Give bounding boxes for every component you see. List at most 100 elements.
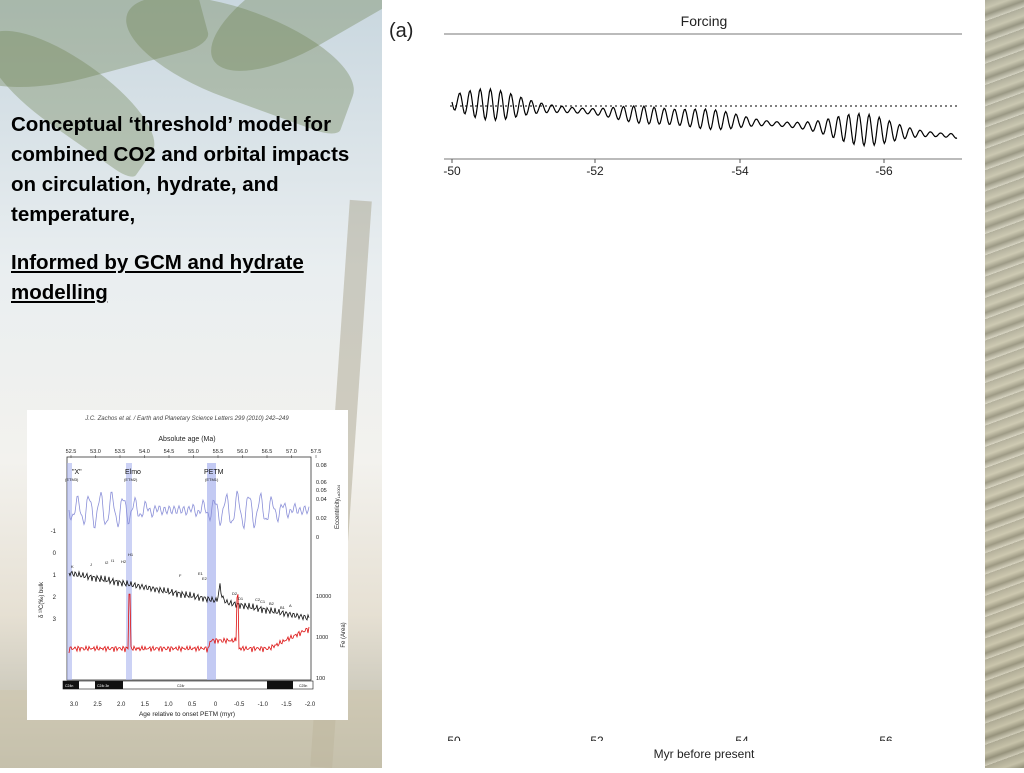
inset-peak-label: E2	[202, 576, 208, 581]
x-axis-label: Myr before present	[654, 747, 755, 761]
inset-right-tick-label: 10000	[316, 594, 331, 600]
inset-left-tick-label: 1	[53, 573, 57, 579]
inset-bottom-tick-label: 1.0	[164, 702, 173, 708]
tick-label: -50	[443, 164, 461, 178]
tick-label: -56	[875, 164, 893, 178]
inset-top-axis-label: Absolute age (Ma)	[158, 436, 215, 443]
figure-title: Forcing	[681, 13, 728, 29]
forcing-figure: (a) Forcing -50 -52 -54 -56 -50 -52 -54 …	[382, 0, 985, 768]
inset-right-top-label: EccentricityLa2004	[335, 484, 341, 529]
inset-peak-label: D2	[232, 591, 238, 596]
event-label: Elmo	[125, 469, 141, 476]
event-label: PETM	[204, 469, 224, 476]
event-sublabel: (ETM2)	[124, 477, 138, 482]
inset-peak-label: D1	[238, 596, 244, 601]
tick-label: -54	[731, 164, 749, 178]
inset-peak-label: H1	[128, 552, 134, 557]
inset-citation: J.C. Zachos et al. / Earth and Planetary…	[84, 416, 289, 422]
clipped-tick-label: -56	[875, 734, 893, 748]
inset-bottom-tick-label: -1.5	[281, 702, 292, 708]
inset-peak-label: I2	[105, 560, 109, 565]
slide-headline: Conceptual ‘threshold’ model for combine…	[11, 113, 350, 226]
clipped-tick-labels: -50 -52 -54 -56	[443, 734, 893, 748]
inset-left-tick-label: 0	[53, 551, 57, 557]
inset-bottom-tick-label: 2.5	[93, 702, 102, 708]
event-sublabel: (ETM3)	[65, 477, 79, 482]
inset-peak-label: K	[71, 564, 74, 569]
inset-right-tick-label: 100	[316, 676, 325, 682]
inset-right-tick-label: 0.05	[316, 488, 327, 494]
event-label: "X"	[72, 469, 82, 476]
inset-peak-label: B1	[280, 605, 286, 610]
inset-left-ticks: -1 0 1 2 3	[51, 529, 57, 623]
inset-peak-label: C2	[255, 597, 261, 602]
inset-right-tick-label: 0.08	[316, 463, 327, 469]
slide-subheadline: Informed by GCM and hydrate modelling	[11, 251, 304, 304]
inset-left-tick-label: 2	[53, 595, 57, 601]
inset-right-bottom-label: Fe (Area)	[341, 622, 347, 647]
inset-peak-label: A	[289, 603, 292, 608]
inset-peak-label: F	[179, 573, 182, 578]
inset-top-tick-label: 56.5	[262, 449, 273, 455]
inset-right-tick-label: 1000	[316, 635, 328, 641]
chron-label: C24r	[177, 684, 185, 688]
chron-label: C25n	[299, 684, 307, 688]
inset-right-tick-label: 0.04	[316, 497, 327, 503]
inset-journal-figure: J.C. Zachos et al. / Earth and Planetary…	[27, 410, 348, 720]
inset-top-tick-label: 55.0	[188, 449, 199, 455]
inset-bottom-tick-label: -2.0	[305, 702, 316, 708]
inset-bottom-tick-label: 3.0	[70, 702, 79, 708]
eccentricity-series-line	[68, 490, 310, 530]
inset-peak-label: H2	[121, 559, 127, 564]
clipped-tick-label: -50	[443, 734, 461, 748]
inset-bottom-tick-label: 0	[214, 702, 218, 708]
fe-series-line	[68, 593, 310, 654]
inset-top-tick-label: 57.0	[286, 449, 297, 455]
forcing-series-line	[451, 87, 958, 148]
inset-bottom-axis-label: Age relative to onset PETM (myr)	[139, 711, 235, 718]
inset-peak-label: E1	[198, 571, 204, 576]
inset-top-tick-label: 52.5	[66, 449, 77, 455]
inset-bottom-tick-label: 0.5	[188, 702, 197, 708]
inset-top-tick-label: 54.5	[164, 449, 175, 455]
inset-peak-label: C1	[260, 599, 266, 604]
d13c-series-line	[68, 570, 310, 621]
inset-peak-label: B2	[269, 601, 275, 606]
inset-left-label: δ ¹³C(‰) bulk	[39, 581, 45, 618]
inset-peak-label: J	[90, 562, 92, 567]
inset-top-tick-label: 53.5	[115, 449, 126, 455]
inset-bottom-tick-label: 1.5	[141, 702, 150, 708]
palm-trunk-photo-edge	[985, 0, 1024, 768]
event-band-elmo	[126, 463, 132, 680]
chron-bar: C24n C24r.3n C24r C25n	[62, 680, 314, 690]
inset-top-tick-label: 54.0	[139, 449, 150, 455]
chron-label: C24n	[65, 684, 73, 688]
event-band-petm	[207, 463, 216, 680]
inset-right-tick-label: 0	[316, 535, 319, 541]
inset-figure-svg: J.C. Zachos et al. / Earth and Planetary…	[39, 416, 347, 718]
inset-right-tick-label: 0.02	[316, 516, 327, 522]
event-sublabel: (ETM1)	[205, 477, 219, 482]
figure-panel-label: (a)	[389, 20, 413, 42]
inset-left-tick-label: 3	[53, 617, 57, 623]
chron-label: C24r.3n	[97, 684, 109, 688]
inset-top-tick-label: 56.0	[237, 449, 248, 455]
inset-top-tick-label: 53.0	[90, 449, 101, 455]
inset-bottom-tick-label: -0.5	[234, 702, 245, 708]
forcing-figure-svg: (a) Forcing -50 -52 -54 -56 -50 -52 -54 …	[389, 13, 962, 761]
x-axis-ticks	[451, 159, 885, 163]
clipped-tick-label: -52	[586, 734, 604, 748]
inset-top-ticks: 52.5 53.0 53.5 54.0 54.5 55.0 55.5 56.0 56.5 57.0…	[66, 449, 322, 458]
clipped-tick-label: -54	[731, 734, 749, 748]
inset-right-ticks: 0.08 0.06 0.05 0.04 0.02 0 10000 1000 100	[316, 463, 331, 682]
tick-label: -52	[586, 164, 604, 178]
inset-bottom-tick-label: 2.0	[117, 702, 126, 708]
inset-top-tick-label: 57.5	[311, 449, 322, 455]
inset-top-tick-label: 55.5	[213, 449, 224, 455]
event-band-x	[67, 463, 72, 680]
inset-bottom-tick-label: -1.0	[258, 702, 269, 708]
inset-left-tick-label: -1	[51, 529, 57, 535]
inset-right-tick-label: 0.06	[316, 480, 327, 486]
inset-bottom-ticks: 3.0 2.5 2.0 1.5 1.0 0.5 0 -0.5 -1.0 -1.5 -2.0	[70, 702, 316, 708]
